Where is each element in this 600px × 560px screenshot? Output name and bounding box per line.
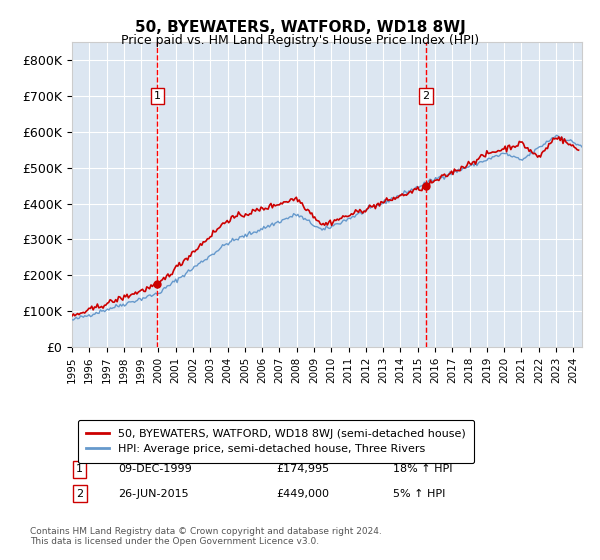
Text: Price paid vs. HM Land Registry's House Price Index (HPI): Price paid vs. HM Land Registry's House …: [121, 34, 479, 46]
Text: 1: 1: [76, 464, 83, 474]
Text: 2: 2: [76, 489, 83, 499]
Text: 1: 1: [154, 91, 161, 101]
Text: 5% ↑ HPI: 5% ↑ HPI: [394, 489, 446, 499]
Text: 09-DEC-1999: 09-DEC-1999: [118, 464, 191, 474]
Text: £174,995: £174,995: [276, 464, 329, 474]
Text: 50, BYEWATERS, WATFORD, WD18 8WJ: 50, BYEWATERS, WATFORD, WD18 8WJ: [134, 20, 466, 35]
Text: Contains HM Land Registry data © Crown copyright and database right 2024.
This d: Contains HM Land Registry data © Crown c…: [30, 526, 382, 546]
Text: 18% ↑ HPI: 18% ↑ HPI: [394, 464, 453, 474]
Text: 26-JUN-2015: 26-JUN-2015: [118, 489, 188, 499]
Text: 2: 2: [422, 91, 430, 101]
Legend: 50, BYEWATERS, WATFORD, WD18 8WJ (semi-detached house), HPI: Average price, semi: 50, BYEWATERS, WATFORD, WD18 8WJ (semi-d…: [77, 420, 474, 463]
Text: £449,000: £449,000: [276, 489, 329, 499]
